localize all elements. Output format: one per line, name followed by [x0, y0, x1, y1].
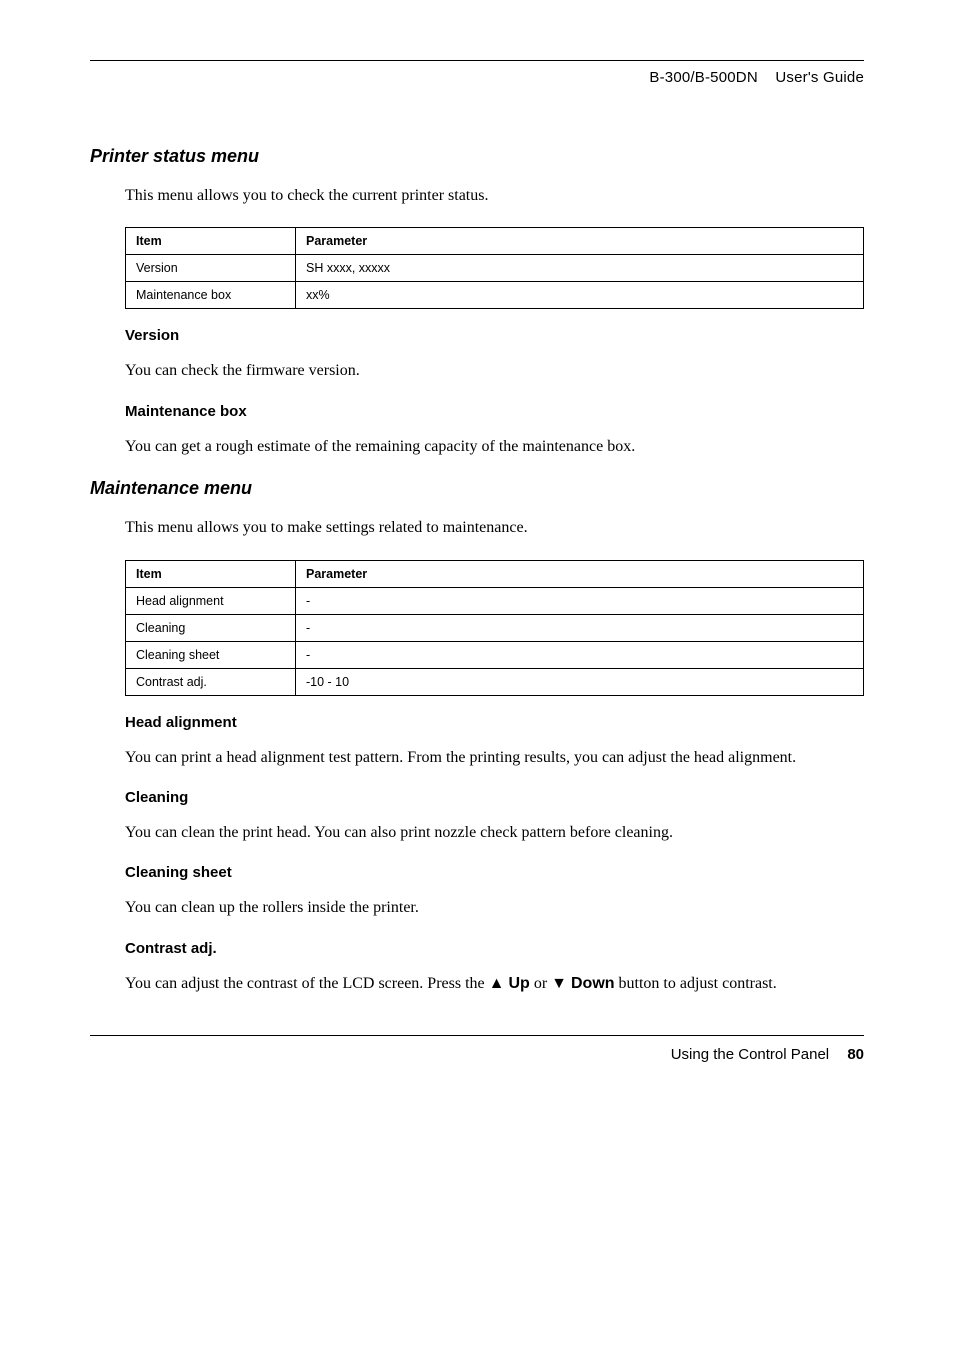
- sub-contrast-text: You can adjust the contrast of the LCD s…: [125, 973, 864, 995]
- sub-maintbox-text: You can get a rough estimate of the rema…: [125, 436, 864, 458]
- col-header-param: Parameter: [296, 560, 864, 587]
- cell-param: -: [296, 614, 864, 641]
- bottom-divider: [90, 1035, 864, 1036]
- top-divider: [90, 60, 864, 61]
- table-row: Version SH xxxx, xxxxx: [126, 255, 864, 282]
- section2-intro: This menu allows you to make settings re…: [125, 517, 864, 539]
- col-header-item: Item: [126, 560, 296, 587]
- sub-version-title: Version: [125, 327, 864, 344]
- maintenance-table: Item Parameter Head alignment - Cleaning…: [125, 560, 864, 696]
- header-doc: User's Guide: [775, 69, 864, 86]
- table-row: Head alignment -: [126, 587, 864, 614]
- table-row: Maintenance box xx%: [126, 282, 864, 309]
- sub-cleansheet-title: Cleaning sheet: [125, 864, 864, 881]
- table-row: Cleaning -: [126, 614, 864, 641]
- triangle-down-icon: ▼: [551, 975, 571, 992]
- footer: Using the Control Panel 80: [90, 1046, 864, 1063]
- section1-intro: This menu allows you to check the curren…: [125, 185, 864, 207]
- cell-param: xx%: [296, 282, 864, 309]
- cell-param: -: [296, 587, 864, 614]
- cell-param: -10 - 10: [296, 668, 864, 695]
- table-row: Cleaning sheet -: [126, 641, 864, 668]
- cell-item: Version: [126, 255, 296, 282]
- cell-item: Head alignment: [126, 587, 296, 614]
- contrast-pre: You can adjust the contrast of the LCD s…: [125, 975, 489, 992]
- sub-contrast-title: Contrast adj.: [125, 940, 864, 957]
- printer-status-table: Item Parameter Version SH xxxx, xxxxx Ma…: [125, 227, 864, 309]
- cell-item: Contrast adj.: [126, 668, 296, 695]
- down-label: Down: [571, 975, 615, 992]
- section-printer-status-title: Printer status menu: [90, 146, 864, 167]
- table-header-row: Item Parameter: [126, 228, 864, 255]
- cell-item: Maintenance box: [126, 282, 296, 309]
- page-container: B-300/B-500DN User's Guide Printer statu…: [0, 0, 954, 1103]
- sub-maintbox-title: Maintenance box: [125, 403, 864, 420]
- sub-cleansheet-text: You can clean up the rollers inside the …: [125, 897, 864, 919]
- contrast-or: or: [530, 975, 551, 992]
- col-header-param: Parameter: [296, 228, 864, 255]
- header: B-300/B-500DN User's Guide: [90, 69, 864, 86]
- footer-section: Using the Control Panel: [671, 1046, 829, 1063]
- sub-cleaning-text: You can clean the print head. You can al…: [125, 822, 864, 844]
- table-row: Contrast adj. -10 - 10: [126, 668, 864, 695]
- cell-item: Cleaning sheet: [126, 641, 296, 668]
- triangle-up-icon: ▲: [489, 975, 509, 992]
- sub-cleaning-title: Cleaning: [125, 789, 864, 806]
- cell-param: SH xxxx, xxxxx: [296, 255, 864, 282]
- sub-version-text: You can check the firmware version.: [125, 360, 864, 382]
- cell-item: Cleaning: [126, 614, 296, 641]
- cell-param: -: [296, 641, 864, 668]
- sub-headalign-title: Head alignment: [125, 714, 864, 731]
- up-label: Up: [508, 975, 529, 992]
- header-product: B-300/B-500DN: [649, 69, 758, 86]
- contrast-post: button to adjust contrast.: [615, 975, 777, 992]
- footer-page: 80: [847, 1046, 864, 1063]
- section-maintenance-title: Maintenance menu: [90, 478, 864, 499]
- col-header-item: Item: [126, 228, 296, 255]
- sub-headalign-text: You can print a head alignment test patt…: [125, 747, 864, 769]
- table-header-row: Item Parameter: [126, 560, 864, 587]
